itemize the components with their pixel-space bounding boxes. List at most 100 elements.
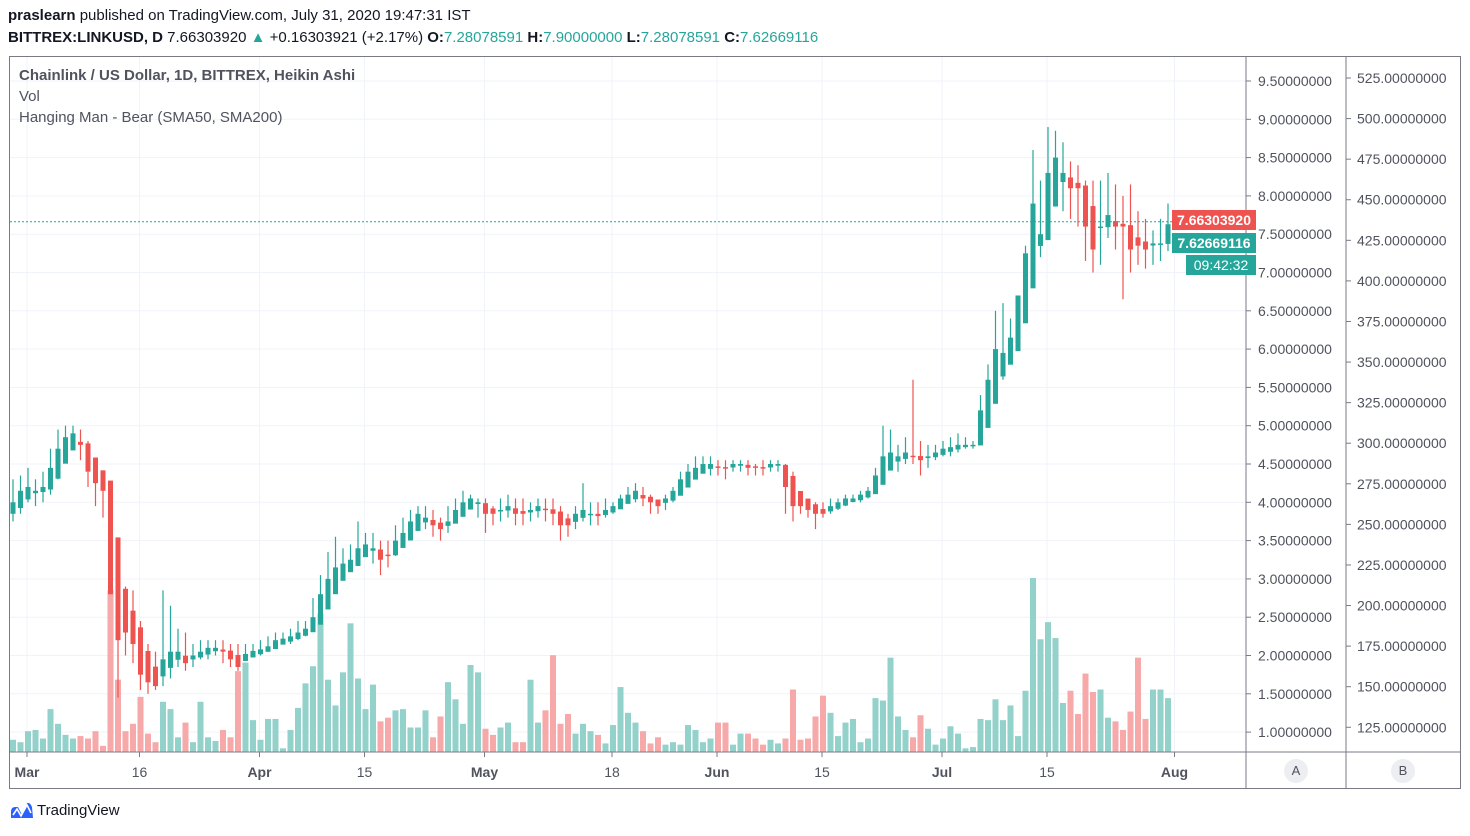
candle-body — [985, 379, 991, 428]
volume-bar — [497, 727, 504, 752]
volume-bar — [677, 744, 684, 752]
candle — [595, 502, 601, 526]
candle — [385, 540, 391, 568]
secondary-tick-label: 150.00000000 — [1357, 679, 1447, 695]
candle-body — [715, 466, 721, 468]
candle-body — [333, 567, 338, 595]
candle — [85, 441, 91, 487]
candle — [648, 494, 653, 514]
time-tick-label: 15 — [1039, 764, 1055, 780]
candle-body — [78, 441, 83, 445]
volume-bar — [640, 731, 646, 752]
volume-bar — [10, 739, 16, 752]
tradingview-logo[interactable]: TradingView — [10, 801, 120, 819]
candle-body — [475, 502, 481, 505]
candle — [145, 644, 151, 694]
secondary-tick-label: 250.00000000 — [1357, 516, 1447, 532]
candle-body — [880, 456, 886, 485]
candle-body — [70, 433, 76, 451]
candle — [205, 640, 211, 660]
volume-bar — [1067, 690, 1074, 752]
candle — [1105, 172, 1111, 239]
candle-body — [48, 467, 53, 490]
candle-body — [175, 651, 181, 660]
publish-info: praslearn published on TradingView.com, … — [8, 7, 471, 24]
secondary-tick-label: 300.00000000 — [1357, 435, 1447, 451]
volume-bar — [325, 679, 331, 752]
high-label: H: — [527, 29, 544, 46]
candle-body — [858, 494, 863, 501]
candle — [273, 632, 278, 650]
candle — [843, 494, 848, 507]
volume-bar — [385, 717, 391, 752]
candle — [1113, 184, 1118, 250]
candle-body — [138, 627, 143, 675]
candle-body — [835, 502, 841, 509]
candle-body — [1015, 295, 1021, 352]
candle — [1143, 218, 1148, 269]
candle — [970, 441, 976, 449]
candle — [438, 517, 443, 541]
candle — [760, 460, 766, 476]
volume-bar — [85, 738, 91, 752]
candle-body — [955, 444, 961, 450]
volume-bar — [1097, 689, 1104, 752]
candle — [693, 456, 698, 480]
candle-body — [865, 490, 871, 498]
candle — [1053, 130, 1058, 207]
author-name[interactable]: praslearn — [8, 7, 76, 24]
candle-body — [730, 464, 736, 468]
candle-body — [1105, 215, 1111, 228]
chart-title[interactable]: Chainlink / US Dollar, 1D, BITTREX, Heik… — [19, 67, 356, 84]
candle-body — [873, 475, 878, 495]
candle — [363, 532, 368, 558]
scale-a-button[interactable]: A — [1284, 759, 1308, 783]
volume-bar — [362, 709, 369, 752]
symbol-name: BITTREX:LINKUSD, D — [8, 29, 163, 46]
candle — [168, 605, 173, 679]
candle — [963, 437, 968, 449]
scale-b-button[interactable]: B — [1391, 759, 1415, 783]
open-value: 7.28078591 — [443, 29, 524, 46]
indicator-legend[interactable]: Hanging Man - Bear (SMA50, SMA200) — [19, 109, 283, 126]
volume-bar — [377, 721, 384, 752]
secondary-tick-label: 375.00000000 — [1357, 313, 1447, 329]
candle — [460, 490, 466, 517]
candle-body — [250, 650, 256, 658]
candle-body — [993, 349, 998, 404]
candle — [453, 498, 458, 524]
candle — [670, 486, 676, 503]
candle — [753, 464, 758, 476]
volume-legend[interactable]: Vol — [19, 88, 40, 105]
price-change: +0.16303921 (+2.17%) — [269, 29, 424, 46]
candle-body — [198, 651, 203, 658]
candle — [663, 494, 668, 510]
candle — [235, 644, 241, 671]
volume-bar — [662, 744, 669, 752]
candle — [355, 521, 361, 566]
candle — [940, 441, 946, 457]
volume-bar — [460, 723, 466, 752]
candle — [288, 628, 293, 645]
candles — [10, 126, 1171, 698]
axes: 9.50000000 9.00000000 8.50000000 8.00000000… — [10, 57, 1461, 789]
candle-body — [1038, 234, 1043, 246]
candle-body — [1083, 185, 1088, 227]
volume-bar — [947, 726, 954, 752]
volume-bar — [827, 712, 834, 752]
candle-body — [363, 544, 368, 558]
candle — [183, 632, 188, 671]
candle-body — [603, 509, 608, 515]
candle-body — [288, 636, 293, 642]
candle — [318, 575, 323, 625]
candle-body — [325, 578, 331, 610]
candle — [490, 506, 496, 526]
price-tick-label: 3.50000000 — [1258, 533, 1332, 549]
candle-body — [648, 496, 653, 503]
candle-body — [505, 506, 511, 511]
volume-bar — [632, 722, 639, 752]
candle-body — [423, 517, 428, 523]
volume-bar — [257, 739, 264, 752]
candle-body — [460, 502, 466, 517]
